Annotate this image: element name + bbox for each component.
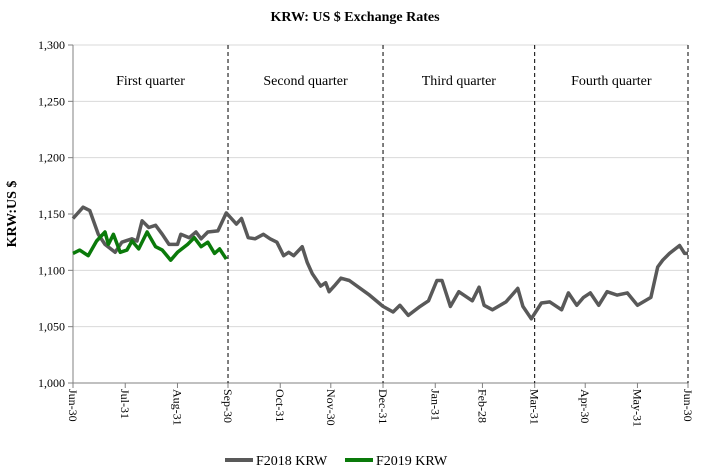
chart-title: KRW: US $ Exchange Rates — [270, 10, 440, 25]
quarter-label: Fourth quarter — [571, 74, 652, 89]
x-tick-label: Jan-31 — [428, 389, 442, 421]
y-tick-label: 1,300 — [38, 38, 65, 52]
series-line-f2018-krw — [71, 205, 688, 321]
y-tick-label: 1,150 — [38, 207, 65, 221]
y-tick-label: 1,050 — [38, 320, 65, 334]
x-tick-label: Mar-31 — [528, 389, 542, 425]
quarter-label: Second quarter — [263, 74, 348, 89]
x-tick-label: May-31 — [630, 389, 644, 427]
legend-label: F2018 KRW — [256, 454, 328, 469]
x-tick-label: Jun-30 — [681, 389, 695, 422]
y-tick-label: 1,200 — [38, 151, 65, 165]
x-tick-label: Feb-28 — [475, 389, 489, 423]
x-tick-label: Oct-31 — [273, 389, 287, 422]
x-tick-label: Nov-30 — [324, 389, 338, 426]
x-tick-label: Dec-31 — [376, 389, 390, 424]
x-tick-label: Apr-30 — [578, 389, 592, 423]
y-tick-label: 1,100 — [38, 263, 65, 277]
x-tick-label: Aug-31 — [170, 389, 184, 426]
legend-label: F2019 KRW — [376, 454, 448, 469]
y-axis-label: KRW:US $ — [5, 181, 20, 248]
quarter-label: Third quarter — [422, 74, 497, 89]
quarter-label: First quarter — [116, 74, 185, 89]
y-tick-label: 1,000 — [38, 376, 65, 390]
x-tick-label: Jul-31 — [118, 389, 132, 419]
x-tick-label: Jun-30 — [66, 389, 80, 422]
series-line-f2019-krw — [72, 230, 228, 262]
y-tick-label: 1,250 — [38, 94, 65, 108]
x-tick-label: Sep-30 — [221, 389, 235, 423]
